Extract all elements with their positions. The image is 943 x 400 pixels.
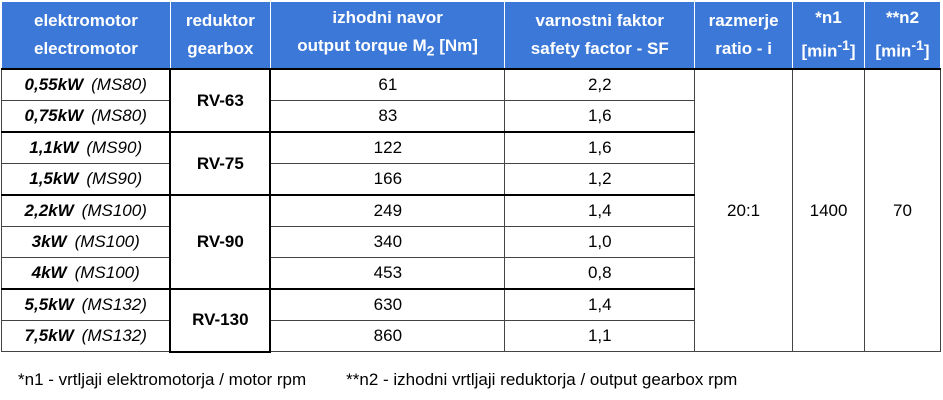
sf-cell: 1,0 [504, 226, 696, 258]
ratio-cell: 20:1 [694, 68, 794, 352]
header-sup: -1 [837, 38, 850, 55]
header-after: [Nm] [439, 36, 478, 56]
header-cell: izhodni navor output torque M2 [Nm] [269, 1, 506, 70]
sf-cell: 1,6 [504, 131, 696, 164]
motor-power: 3kW [31, 232, 67, 251]
footnote: **n2 - izhodni vrtljaji reduktorja / out… [346, 370, 738, 389]
gearbox-cell: RV-63 [169, 68, 272, 133]
header-bottom: ratio - i [715, 39, 772, 58]
header-bottom: electromotor [33, 39, 138, 58]
sf-cell: 1,1 [504, 320, 696, 352]
header-top: **n2 [885, 8, 920, 28]
table-row: 0,55kW (MS80) RV-63 61 2,2 20:1 1400 70 [1, 68, 941, 352]
header-after: ] [849, 41, 856, 61]
motor-cell: 0,55kW (MS80) [1, 68, 171, 101]
motor-power: 1,1kW [29, 138, 79, 157]
table-row: 2,2kW (MS100) RV-90 249 1,4 [1, 194, 941, 290]
torque-cell: 61 [269, 68, 506, 101]
motor-power: 1,5kW [29, 169, 79, 188]
header-cell: razmerje ratio - i [694, 1, 794, 70]
torque-cell: 122 [269, 131, 506, 164]
table-row: 0,75kW (MS80) 83 1,6 [1, 100, 941, 133]
gearbox-cell: RV-130 [169, 288, 272, 353]
motor-frame: (MS90) [86, 138, 143, 157]
header-after: ] [923, 41, 930, 61]
header-top: razmerje [708, 11, 779, 30]
torque-cell: 83 [269, 100, 506, 133]
header-top: reduktor [185, 11, 255, 30]
header-cell: elektromotor electromotor [1, 1, 171, 70]
gearbox-cell: RV-75 [169, 131, 272, 196]
header-sup: -1 [911, 38, 924, 55]
motor-cell: 2,2kW (MS100) [1, 194, 171, 227]
motor-frame: (MS132) [81, 295, 147, 314]
motor-power: 7,5kW [24, 326, 74, 345]
sf-cell: 1,2 [504, 163, 696, 196]
gearbox-cell: RV-90 [169, 194, 272, 290]
header-bottom: safety factor - SF [530, 39, 669, 58]
footnote: *n1 - vrtljaji elektromotorja / motor rp… [18, 370, 307, 389]
torque-cell: 340 [269, 226, 506, 258]
header-cell: **n2 [min-1] [864, 1, 941, 70]
motor-cell: 1,5kW (MS90) [1, 163, 171, 196]
motor-frame: (MS100) [74, 263, 140, 282]
n1-cell: 1400 [792, 68, 865, 352]
sf-cell: 2,2 [504, 68, 696, 101]
header-top: elektromotor [33, 11, 138, 30]
header-top: varnostni faktor [535, 11, 664, 30]
header-bottom: [min [801, 41, 838, 61]
motor-frame: (MS80) [91, 106, 147, 125]
header-cell: varnostni faktor safety factor - SF [504, 1, 696, 70]
motor-cell: 4kW (MS100) [1, 257, 171, 290]
sf-cell: 0,8 [504, 257, 696, 290]
torque-cell: 166 [269, 163, 506, 196]
motor-frame: (MS100) [74, 232, 140, 251]
motor-cell: 5,5kW (MS132) [1, 288, 171, 321]
motor-power: 0,55kW [24, 75, 84, 94]
sf-cell: 1,6 [504, 100, 696, 133]
n2-cell: 70 [864, 68, 941, 352]
footnotes: *n1 - vrtljaji elektromotorja / motor rp… [18, 370, 933, 390]
motor-power: 4kW [31, 263, 67, 282]
torque-cell: 453 [269, 257, 506, 290]
header-top: *n1 [815, 8, 842, 28]
sf-cell: 1,4 [504, 194, 696, 227]
header-row: elektromotor electromotor reduktor gearbox i… [1, 1, 941, 70]
motor-cell: 1,1kW (MS90) [1, 131, 171, 164]
sf-cell: 1,4 [504, 288, 696, 321]
motor-power: 2,2kW [24, 201, 74, 220]
motor-power: 0,75kW [24, 106, 84, 125]
table-row: 1,1kW (MS90) RV-75 122 1,6 [1, 131, 941, 196]
header-top: izhodni navor [332, 8, 443, 28]
table-row: 3kW (MS100) 340 1,0 [1, 226, 941, 258]
motor-cell: 7,5kW (MS132) [1, 320, 171, 352]
motor-frame: (MS132) [81, 326, 147, 345]
motor-cell: 0,75kW (MS80) [1, 100, 171, 133]
header-cell: *n1 [min-1] [792, 1, 865, 70]
header-bottom: gearbox [187, 39, 254, 58]
table-row: 5,5kW (MS132) RV-130 630 1,4 [1, 288, 941, 353]
spec-table: elektromotor electromotor reduktor gearbox i… [1, 1, 941, 353]
torque-cell: 630 [269, 288, 506, 321]
torque-cell: 860 [269, 320, 506, 352]
header-bottom: output torque M [297, 36, 427, 56]
motor-frame: (MS80) [91, 75, 147, 94]
torque-cell: 249 [269, 194, 506, 227]
header-cell: reduktor gearbox [169, 1, 271, 70]
motor-cell: 3kW (MS100) [1, 226, 171, 258]
motor-frame: (MS100) [81, 201, 147, 220]
table-row: 7,5kW (MS132) 860 1,1 [1, 320, 941, 352]
motor-power: 5,5kW [24, 295, 74, 314]
motor-frame: (MS90) [86, 169, 143, 188]
header-bottom: [min [875, 41, 912, 61]
table-body: 0,55kW (MS80) RV-63 61 2,2 20:1 1400 70 0,75kW (M… [1, 68, 941, 353]
header-sub: 2 [426, 43, 435, 60]
